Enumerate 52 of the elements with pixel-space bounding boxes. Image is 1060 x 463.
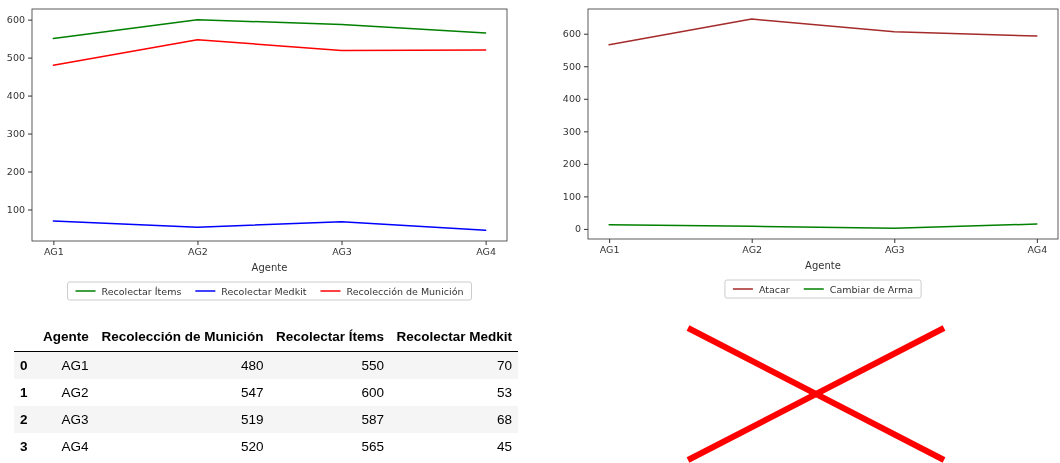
x-axis-title: Agente — [251, 262, 288, 273]
legend-label: Recolección de Munición — [346, 285, 464, 297]
data-label: 53 — [495, 384, 513, 402]
data-label: 45 — [495, 438, 513, 456]
x-axis-title: Agente — [805, 260, 841, 271]
x-tick-label: Recolección de Munición — [94, 322, 270, 352]
y-tick-label: 300 — [6, 128, 25, 140]
y-tick-label: 500 — [562, 60, 581, 72]
y-tick-label: 0 — [574, 223, 581, 235]
y-tick-label: 500 — [6, 52, 25, 64]
y-tick-label: 3 — [19, 438, 29, 456]
data-label: 550 — [269, 351, 390, 379]
y-tick-label: 300 — [562, 125, 581, 137]
data-label: 70 — [389, 351, 518, 379]
data-label: 68 — [389, 406, 518, 433]
y-tick-label: 600 — [6, 14, 25, 26]
y2-tick-label: AG1 — [33, 351, 95, 379]
y2-tick-label: AG4 — [60, 438, 90, 456]
data-label: 519 — [94, 406, 270, 433]
data-label: 520 — [239, 438, 265, 456]
x-tick-label: AG4 — [476, 245, 496, 257]
x-tick-label: AG4 — [1027, 243, 1048, 255]
legend-label: Atacar — [758, 283, 790, 295]
data-label: 587 — [269, 406, 390, 433]
y2-tick-label: AG3 — [33, 406, 95, 433]
y-tick-label: 2 — [14, 406, 34, 433]
y2-axis-title: Agente — [33, 322, 95, 352]
x-tick-label: AG1 — [44, 245, 64, 257]
data-label: 600 — [360, 384, 385, 402]
x-tick-label: Recolectar Medkit — [389, 322, 518, 352]
legend-label: Recolectar Medkit — [221, 285, 307, 297]
x-tick-label: AG2 — [188, 245, 208, 257]
data-label: 547 — [239, 384, 265, 402]
x-tick-label: AG3 — [884, 243, 905, 255]
y-tick-label: 200 — [562, 158, 581, 170]
legend-label: Recolectar Ítems — [101, 285, 182, 297]
y-tick-label: 400 — [562, 93, 581, 105]
x-tick-label: AG1 — [599, 243, 620, 255]
y-tick-label: 100 — [562, 190, 581, 202]
y-tick-label: 100 — [6, 204, 25, 216]
y-tick-label: 0 — [14, 351, 34, 379]
x-tick-label: Recolectar Ítems — [269, 322, 390, 352]
x-tick-label: AG3 — [332, 245, 352, 257]
x-tick-label: AG2 — [742, 243, 763, 255]
data-label: 480 — [94, 351, 270, 379]
y-tick-label: 1 — [19, 384, 29, 402]
y-tick-label: 400 — [6, 90, 25, 102]
legend-label: Cambiar de Arma — [829, 283, 914, 295]
y-tick-label: 200 — [6, 166, 25, 178]
data-label: 565 — [360, 438, 385, 456]
y-tick-label: 600 — [562, 28, 581, 40]
y2-tick-label: AG2 — [60, 384, 90, 402]
